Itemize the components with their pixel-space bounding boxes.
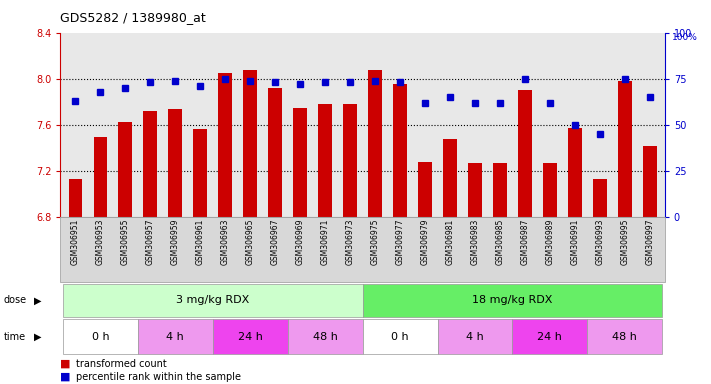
Text: GSM306959: GSM306959 [171, 219, 180, 265]
Text: GSM306979: GSM306979 [420, 219, 429, 265]
Text: GSM306975: GSM306975 [370, 219, 380, 265]
Bar [268, 88, 282, 217]
Bar [94, 137, 107, 217]
Text: GSM306997: GSM306997 [646, 219, 654, 265]
Text: GSM306993: GSM306993 [595, 219, 604, 265]
Text: 4 h: 4 h [166, 332, 184, 342]
Text: GSM306995: GSM306995 [620, 219, 629, 265]
Text: GSM306965: GSM306965 [246, 219, 255, 265]
Bar [493, 163, 507, 217]
Bar [393, 84, 407, 217]
Bar [568, 128, 582, 217]
Bar [119, 122, 132, 217]
Text: GSM306955: GSM306955 [121, 219, 130, 265]
Text: 48 h: 48 h [612, 332, 637, 342]
Text: 48 h: 48 h [313, 332, 338, 342]
Bar [68, 179, 82, 217]
Text: GSM306969: GSM306969 [296, 219, 305, 265]
Text: GSM306957: GSM306957 [146, 219, 155, 265]
Text: ▶: ▶ [34, 295, 42, 306]
Bar [144, 111, 157, 217]
Text: GDS5282 / 1389980_at: GDS5282 / 1389980_at [60, 12, 206, 25]
Bar [418, 162, 432, 217]
Text: GSM306951: GSM306951 [71, 219, 80, 265]
Text: GSM306953: GSM306953 [96, 219, 105, 265]
Text: GSM306983: GSM306983 [471, 219, 479, 265]
Bar [593, 179, 606, 217]
Bar [294, 108, 307, 217]
Text: time: time [4, 332, 26, 342]
Bar [468, 163, 482, 217]
Text: 100%: 100% [672, 33, 698, 41]
Text: GSM306973: GSM306973 [346, 219, 355, 265]
Text: GSM306989: GSM306989 [545, 219, 555, 265]
Bar [218, 73, 232, 217]
Bar [169, 109, 182, 217]
Text: GSM306977: GSM306977 [395, 219, 405, 265]
Text: GSM306961: GSM306961 [196, 219, 205, 265]
Text: GSM306971: GSM306971 [321, 219, 330, 265]
Text: GSM306981: GSM306981 [446, 219, 454, 265]
Text: 0 h: 0 h [92, 332, 109, 342]
Text: GSM306967: GSM306967 [271, 219, 279, 265]
Text: GSM306963: GSM306963 [220, 219, 230, 265]
Bar [443, 139, 457, 217]
Bar [319, 104, 332, 217]
Text: GSM306987: GSM306987 [520, 219, 530, 265]
Bar [543, 163, 557, 217]
Text: ■: ■ [60, 359, 71, 369]
Bar [618, 81, 631, 217]
Text: 0 h: 0 h [391, 332, 409, 342]
Text: 4 h: 4 h [466, 332, 484, 342]
Bar [243, 70, 257, 217]
Text: percentile rank within the sample: percentile rank within the sample [76, 372, 241, 382]
Bar [518, 90, 532, 217]
Text: 3 mg/kg RDX: 3 mg/kg RDX [176, 295, 250, 306]
Bar [343, 104, 357, 217]
Bar [368, 70, 382, 217]
Text: ▶: ▶ [34, 332, 42, 342]
Text: GSM306991: GSM306991 [570, 219, 579, 265]
Text: 24 h: 24 h [237, 332, 262, 342]
Text: 18 mg/kg RDX: 18 mg/kg RDX [472, 295, 552, 306]
Bar [643, 146, 657, 217]
Text: GSM306985: GSM306985 [496, 219, 505, 265]
Text: dose: dose [4, 295, 27, 306]
Text: transformed count: transformed count [76, 359, 167, 369]
Text: 24 h: 24 h [538, 332, 562, 342]
Bar [193, 129, 207, 217]
Text: ■: ■ [60, 372, 71, 382]
